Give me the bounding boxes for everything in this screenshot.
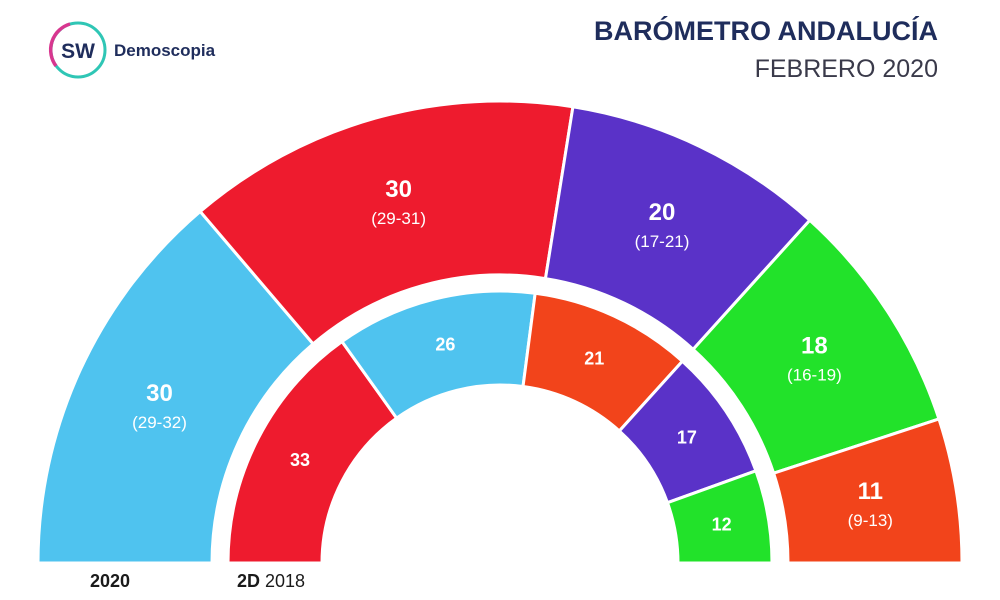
inner-seat-value: 26 bbox=[435, 335, 455, 355]
inner-seat-segment bbox=[665, 468, 774, 565]
outer-seat-range: (17-21) bbox=[635, 232, 690, 251]
outer-seat-value: 30 bbox=[385, 176, 412, 203]
logo-initials: SW bbox=[61, 40, 95, 63]
outer-seat-range: (16-19) bbox=[787, 366, 842, 385]
outer-seat-range: (9-13) bbox=[848, 511, 893, 530]
logo-ring-accent-icon bbox=[48, 22, 71, 68]
ring-label-2018-bold: 2D bbox=[237, 571, 260, 591]
ring-label-2018-rest: 2018 bbox=[265, 571, 305, 591]
outer-seat-value: 20 bbox=[649, 199, 676, 226]
outer-seat-segment bbox=[771, 417, 964, 565]
ring-label-2020: 2020 bbox=[90, 571, 130, 591]
inner-seat-value: 33 bbox=[290, 450, 310, 470]
inner-seat-value: 12 bbox=[712, 514, 732, 534]
outer-seat-value: 18 bbox=[801, 333, 828, 360]
outer-seat-segment bbox=[198, 99, 575, 346]
ring-2018: 33 26 21 17 12 bbox=[226, 289, 774, 565]
logo: SW Demoscopia bbox=[48, 21, 216, 79]
inner-seat-value: 17 bbox=[677, 428, 697, 448]
outer-seat-value: 11 bbox=[858, 478, 883, 505]
ring-2020: 30 (29-32) 30 (29-31) 20 (17-21) 18 (16-19) 11 (9… bbox=[36, 99, 964, 565]
logo-name: Demoscopia bbox=[114, 41, 216, 60]
ring-label-2018: 2D 2018 bbox=[237, 571, 305, 591]
chart-title: BARÓMETRO ANDALUCÍA bbox=[594, 15, 938, 46]
outer-seat-range: (29-31) bbox=[371, 209, 426, 228]
chart-subtitle: FEBRERO 2020 bbox=[755, 55, 938, 83]
outer-seat-segment bbox=[36, 209, 316, 565]
outer-seat-value: 30 bbox=[146, 380, 173, 407]
inner-seat-value: 21 bbox=[584, 349, 604, 369]
outer-seat-range: (29-32) bbox=[132, 413, 187, 432]
